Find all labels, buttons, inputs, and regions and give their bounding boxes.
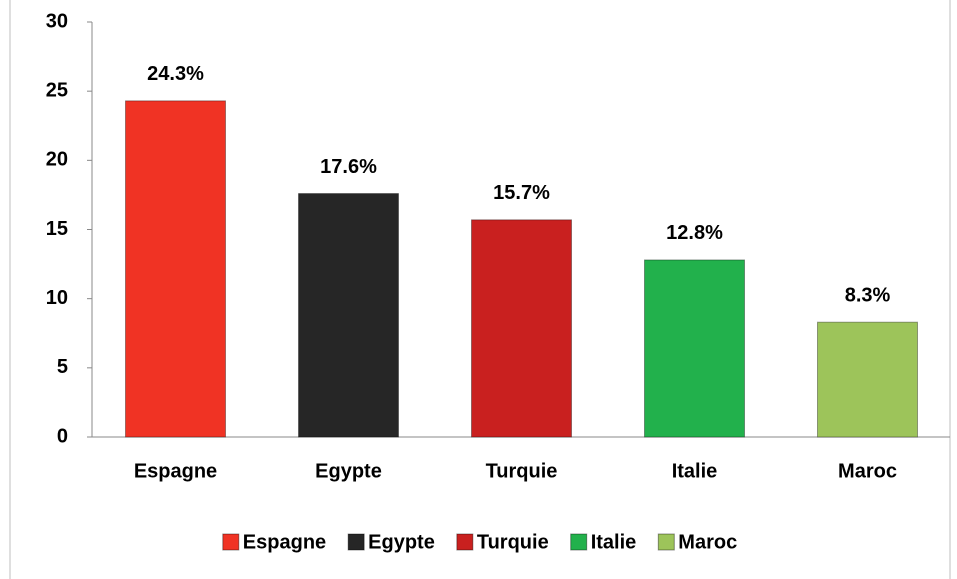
- y-tick-label: 20: [46, 149, 68, 171]
- legend-label: Italie: [591, 531, 637, 553]
- data-label: 12.8%: [666, 222, 723, 244]
- x-tick-label: Egypte: [315, 460, 382, 482]
- legend-label: Espagne: [243, 531, 326, 553]
- y-tick-label: 0: [57, 425, 68, 447]
- y-tick-label: 15: [46, 218, 68, 240]
- chart-frame: [9, 0, 951, 579]
- data-label: 24.3%: [147, 63, 204, 85]
- bar: [817, 321, 918, 438]
- legend-marker: [222, 533, 240, 551]
- x-tick-label: Turquie: [486, 460, 558, 482]
- legend-label: Egypte: [368, 531, 435, 553]
- y-tick-label: 25: [46, 79, 68, 101]
- legend-marker: [657, 533, 675, 551]
- bar: [125, 100, 226, 438]
- y-tick-label: 30: [46, 10, 68, 32]
- y-tick-label: 5: [57, 356, 68, 378]
- data-label: 17.6%: [320, 156, 377, 178]
- x-tick-label: Maroc: [838, 460, 897, 482]
- x-tick-label: Espagne: [134, 460, 217, 482]
- bar: [298, 193, 399, 438]
- bar: [471, 219, 572, 438]
- legend-marker: [570, 533, 588, 551]
- x-tick-label: Italie: [672, 460, 718, 482]
- legend-marker: [456, 533, 474, 551]
- data-label: 8.3%: [845, 284, 891, 306]
- legend-marker: [347, 533, 365, 551]
- legend-label: Turquie: [477, 531, 549, 553]
- y-tick-label: 10: [46, 287, 68, 309]
- bar: [644, 259, 745, 438]
- data-label: 15.7%: [493, 182, 550, 204]
- legend-label: Maroc: [678, 531, 737, 553]
